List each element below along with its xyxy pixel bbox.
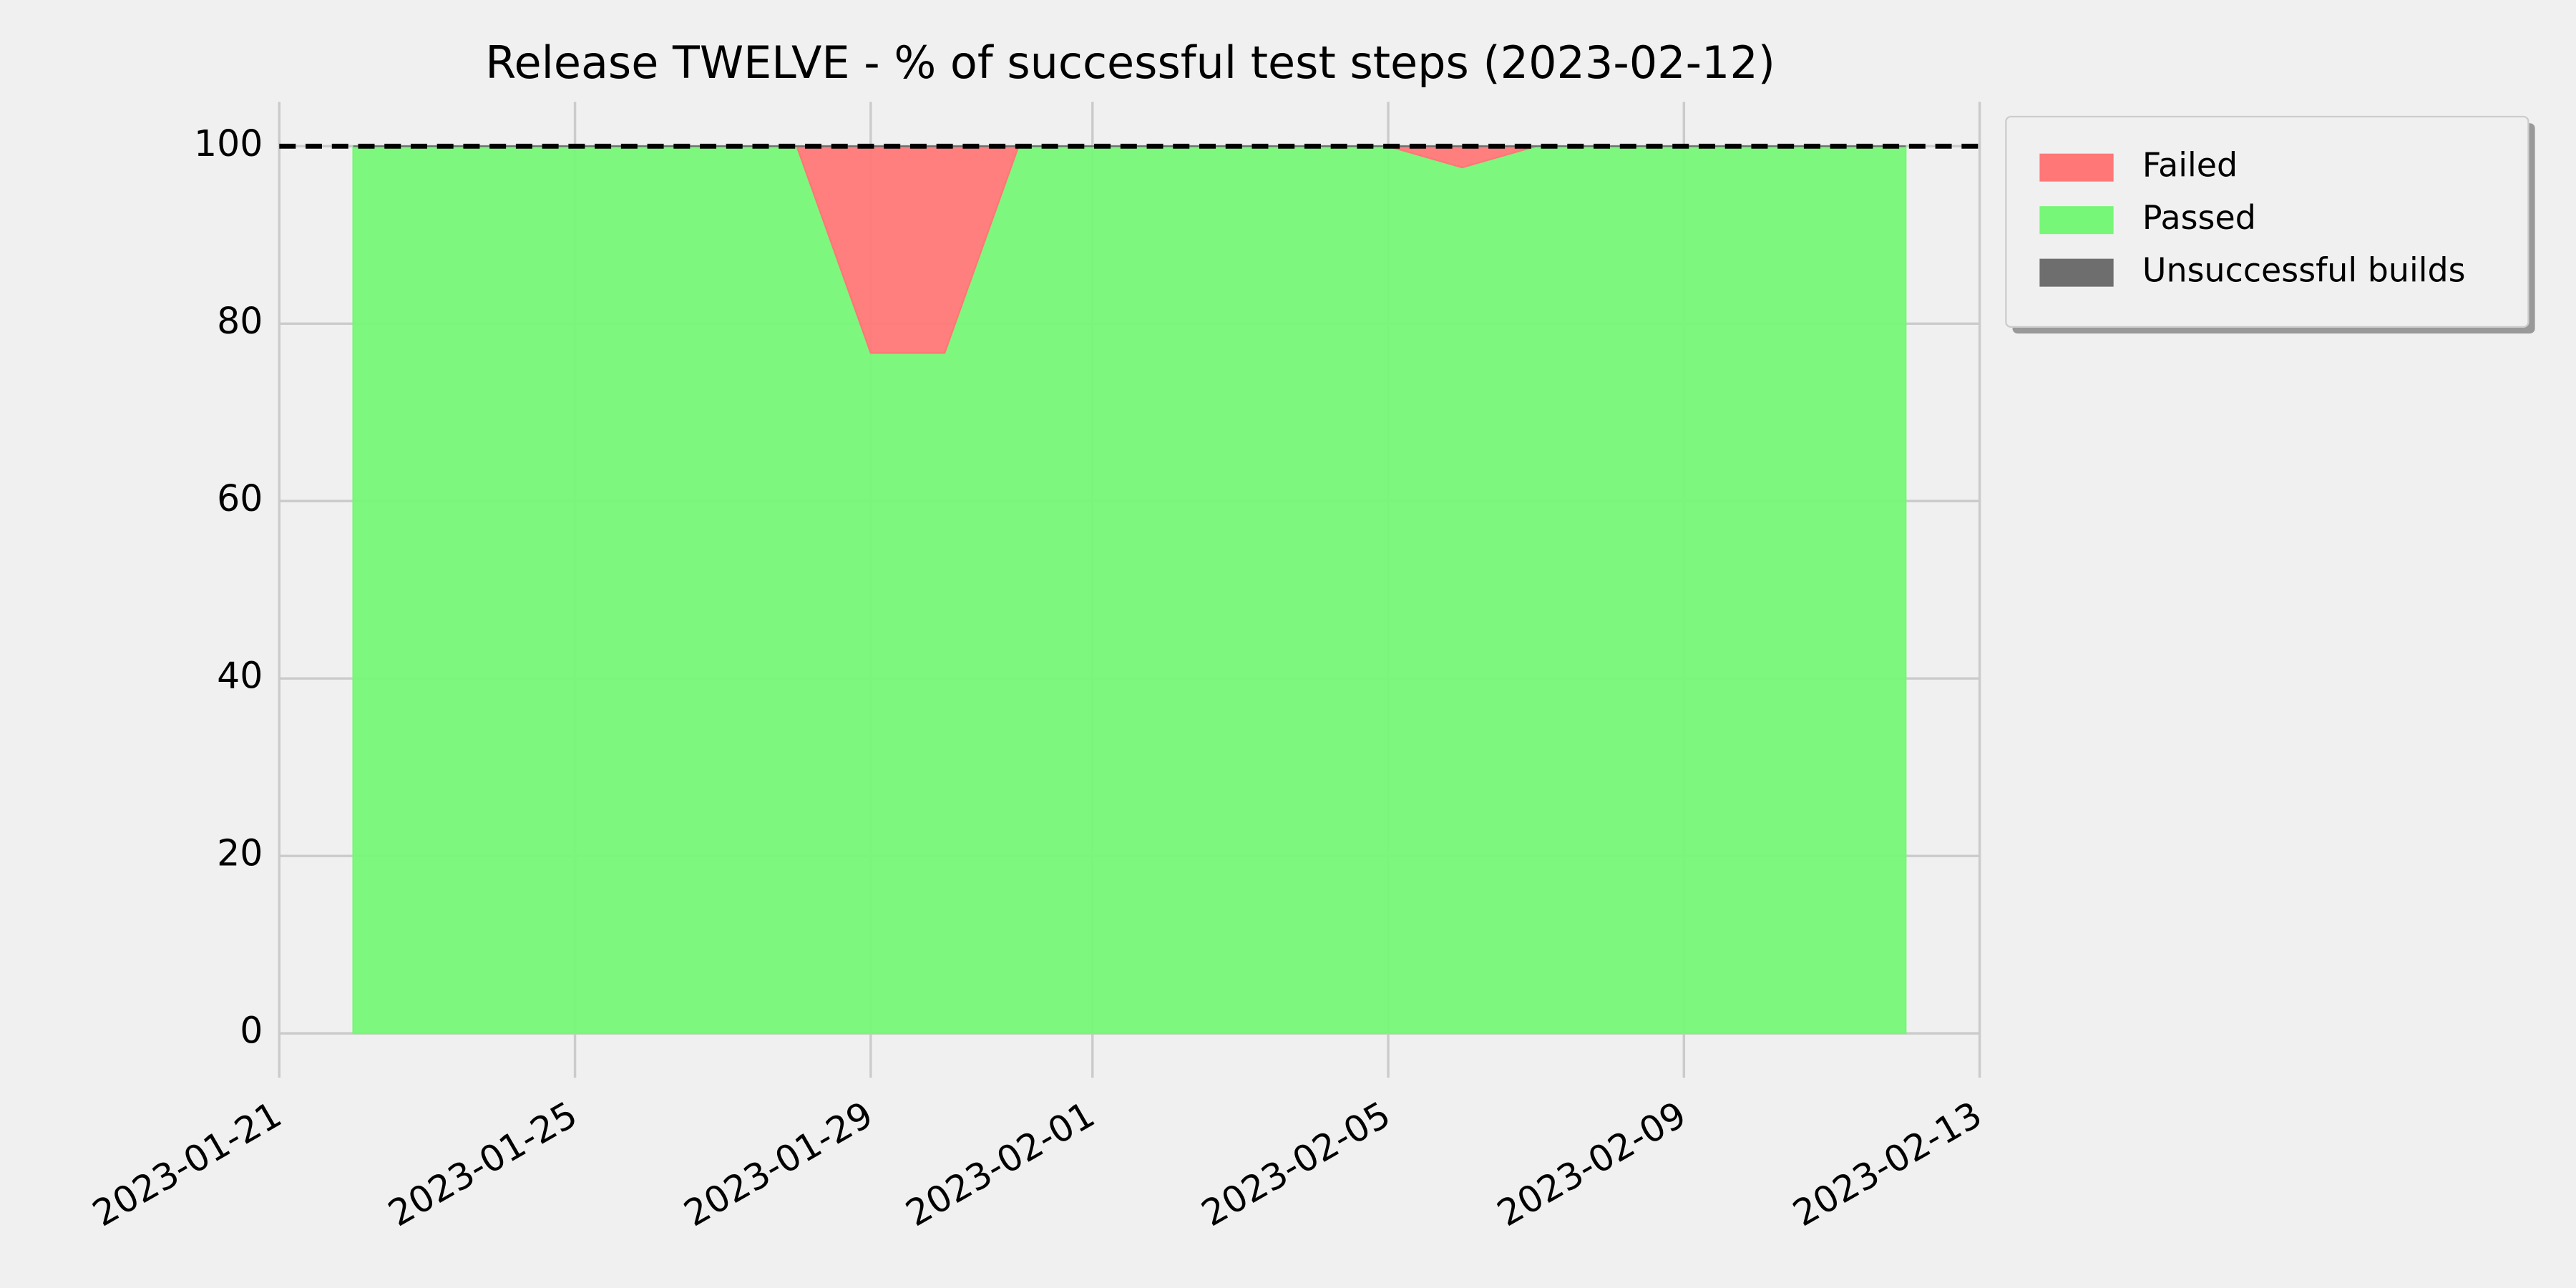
x-tick-label: 2023-02-13 bbox=[1786, 1093, 1989, 1235]
x-tick-label: 2023-01-29 bbox=[677, 1093, 880, 1235]
legend bbox=[2005, 115, 2529, 328]
x-tick-label: 2023-02-05 bbox=[1194, 1093, 1397, 1235]
legend-swatch bbox=[2039, 153, 2114, 182]
legend-swatch bbox=[2039, 258, 2114, 287]
y-tick-label: 0 bbox=[240, 1010, 263, 1052]
y-tick-label: 80 bbox=[217, 300, 263, 342]
x-tick-label: 2023-01-21 bbox=[85, 1093, 288, 1235]
legend-label: Unsuccessful builds bbox=[2142, 251, 2466, 290]
y-tick-label: 100 bbox=[194, 122, 263, 165]
x-tick-label: 2023-01-25 bbox=[381, 1093, 585, 1235]
legend-label: Passed bbox=[2142, 198, 2256, 237]
y-tick-label: 20 bbox=[217, 832, 263, 874]
y-tick-label: 40 bbox=[217, 655, 263, 697]
chart-title: Release TWELVE - % of successful test st… bbox=[485, 36, 1775, 89]
x-tick-label: 2023-02-01 bbox=[899, 1093, 1102, 1235]
area bbox=[352, 145, 1907, 1035]
y-tick-label: 60 bbox=[217, 477, 263, 519]
x-tick-label: 2023-02-09 bbox=[1490, 1093, 1693, 1235]
legend-swatch bbox=[2039, 206, 2114, 235]
legend-label: Failed bbox=[2142, 146, 2238, 185]
